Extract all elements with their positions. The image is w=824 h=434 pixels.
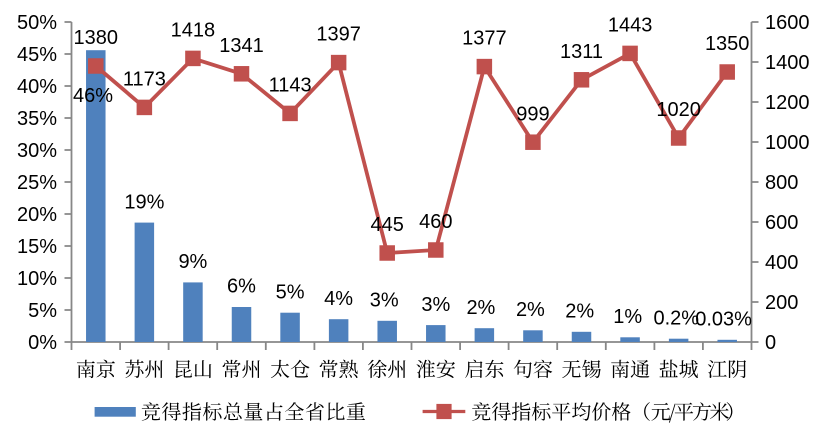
svg-text:1311: 1311 <box>560 41 603 63</box>
svg-text:40%: 40% <box>17 76 57 98</box>
svg-text:1418: 1418 <box>171 20 216 42</box>
svg-text:1341: 1341 <box>219 35 264 57</box>
svg-text:1397: 1397 <box>316 24 361 46</box>
svg-text:200: 200 <box>765 292 798 314</box>
svg-text:1600: 1600 <box>765 12 810 34</box>
svg-text:1000: 1000 <box>765 132 810 154</box>
svg-text:1350: 1350 <box>705 33 750 55</box>
svg-text:1020: 1020 <box>656 99 701 121</box>
svg-text:460: 460 <box>419 211 452 233</box>
svg-text:45%: 45% <box>17 44 57 66</box>
svg-text:1173: 1173 <box>123 69 166 91</box>
svg-text:5%: 5% <box>28 300 57 322</box>
svg-text:1%: 1% <box>613 306 642 328</box>
svg-text:0.03%: 0.03% <box>695 309 752 331</box>
svg-text:46%: 46% <box>73 85 113 107</box>
svg-text:15%: 15% <box>17 236 57 258</box>
svg-text:800: 800 <box>765 172 798 194</box>
svg-text:2%: 2% <box>565 301 594 323</box>
svg-text:999: 999 <box>516 103 549 125</box>
svg-text:0: 0 <box>765 332 776 354</box>
svg-text:50%: 50% <box>17 12 57 34</box>
svg-text:5%: 5% <box>276 281 305 303</box>
svg-text:1200: 1200 <box>765 92 810 114</box>
svg-text:1380: 1380 <box>74 27 119 49</box>
svg-text:2%: 2% <box>516 299 545 321</box>
svg-text:3%: 3% <box>421 294 450 316</box>
svg-text:600: 600 <box>765 212 798 234</box>
svg-text:1143: 1143 <box>269 75 312 97</box>
svg-text:1443: 1443 <box>608 15 653 37</box>
svg-text:3%: 3% <box>370 290 399 312</box>
svg-text:1377: 1377 <box>462 28 507 50</box>
svg-text:0.2%: 0.2% <box>654 307 700 329</box>
svg-text:400: 400 <box>765 252 798 274</box>
svg-text:20%: 20% <box>17 204 57 226</box>
svg-text:10%: 10% <box>17 268 57 290</box>
svg-text:25%: 25% <box>17 172 57 194</box>
svg-text:2%: 2% <box>466 297 495 319</box>
svg-text:9%: 9% <box>178 251 207 273</box>
svg-text:19%: 19% <box>124 191 164 213</box>
svg-text:4%: 4% <box>324 288 353 310</box>
svg-text:30%: 30% <box>17 140 57 162</box>
svg-text:0%: 0% <box>28 332 57 354</box>
svg-text:6%: 6% <box>227 276 256 298</box>
svg-text:445: 445 <box>371 214 404 236</box>
svg-text:35%: 35% <box>17 108 57 130</box>
svg-text:1400: 1400 <box>765 52 810 74</box>
